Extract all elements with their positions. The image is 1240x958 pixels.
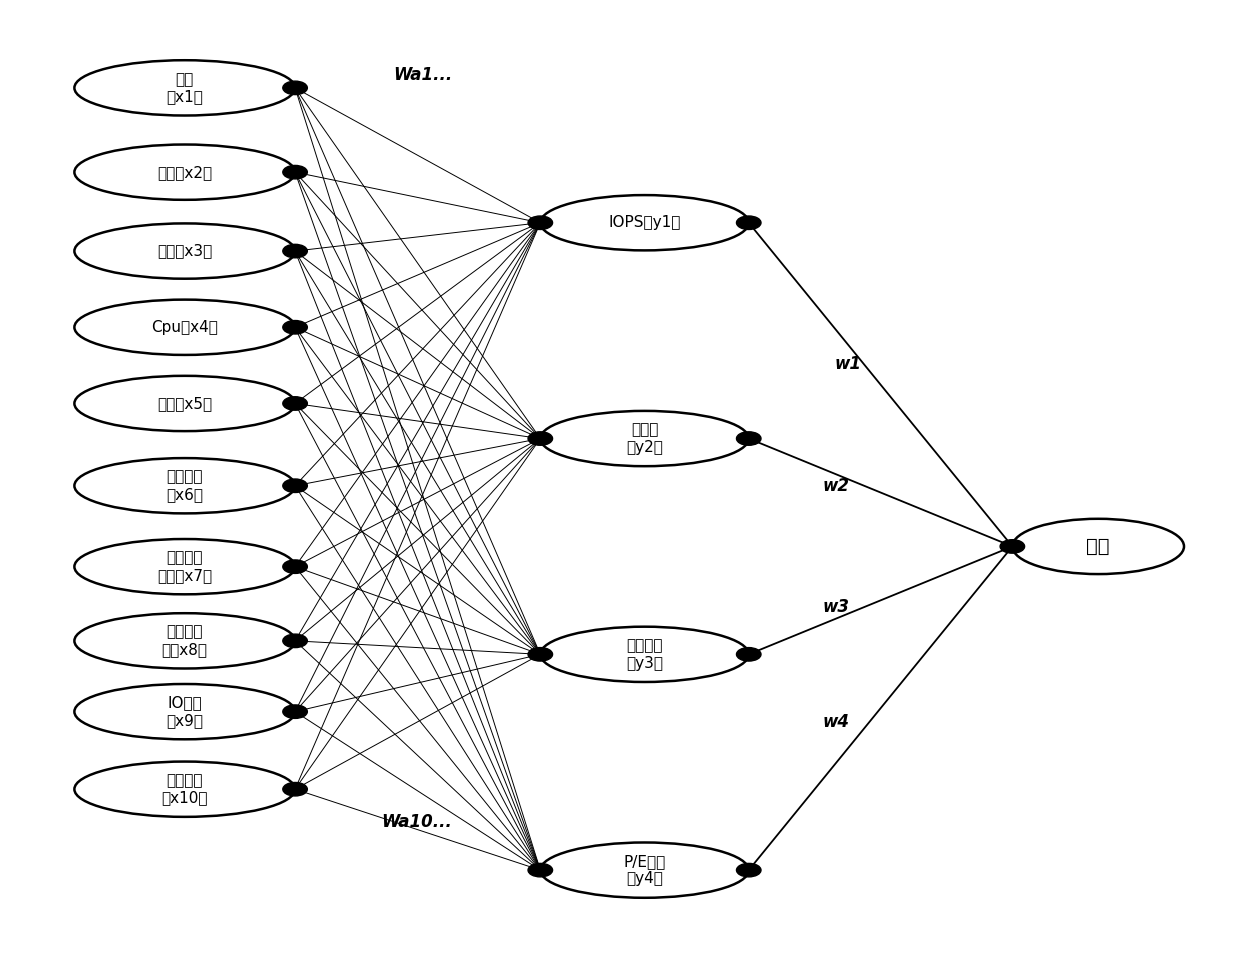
Ellipse shape bbox=[74, 539, 295, 594]
Text: 写入放大
（x10）: 写入放大 （x10） bbox=[161, 773, 208, 806]
Circle shape bbox=[1001, 539, 1024, 553]
Circle shape bbox=[283, 397, 308, 410]
Text: IOPS（y1）: IOPS（y1） bbox=[609, 216, 681, 230]
Ellipse shape bbox=[74, 684, 295, 740]
Circle shape bbox=[737, 216, 761, 230]
Ellipse shape bbox=[541, 842, 749, 898]
Circle shape bbox=[737, 863, 761, 877]
Circle shape bbox=[528, 432, 553, 445]
Ellipse shape bbox=[74, 376, 295, 431]
Circle shape bbox=[283, 783, 308, 796]
Text: 通电时长
（x6）: 通电时长 （x6） bbox=[166, 469, 203, 502]
Ellipse shape bbox=[74, 613, 295, 669]
Circle shape bbox=[737, 648, 761, 661]
Text: w2: w2 bbox=[822, 477, 849, 494]
Ellipse shape bbox=[74, 145, 295, 200]
Circle shape bbox=[528, 648, 553, 661]
Ellipse shape bbox=[541, 195, 749, 250]
Ellipse shape bbox=[74, 458, 295, 513]
Ellipse shape bbox=[74, 762, 295, 817]
Circle shape bbox=[283, 244, 308, 258]
Text: w3: w3 bbox=[822, 598, 849, 616]
Text: 网络（x5）: 网络（x5） bbox=[157, 396, 212, 411]
Circle shape bbox=[283, 166, 308, 179]
Ellipse shape bbox=[74, 223, 295, 279]
Circle shape bbox=[283, 559, 308, 574]
Text: Wa1...: Wa1... bbox=[393, 66, 453, 84]
Circle shape bbox=[283, 81, 308, 95]
Circle shape bbox=[283, 705, 308, 718]
Ellipse shape bbox=[541, 411, 749, 467]
Ellipse shape bbox=[1012, 519, 1184, 574]
Circle shape bbox=[283, 321, 308, 334]
Text: w1: w1 bbox=[835, 355, 862, 374]
Text: 湿度（x2）: 湿度（x2） bbox=[157, 165, 212, 180]
Circle shape bbox=[283, 479, 308, 492]
Circle shape bbox=[283, 634, 308, 648]
Text: w4: w4 bbox=[822, 713, 849, 731]
Circle shape bbox=[528, 216, 553, 230]
Text: 当前写入
里（x8）: 当前写入 里（x8） bbox=[161, 625, 208, 657]
Circle shape bbox=[737, 432, 761, 445]
Text: 坏块数
（y2）: 坏块数 （y2） bbox=[626, 422, 663, 455]
Text: 读写速度
（y3）: 读写速度 （y3） bbox=[626, 638, 663, 671]
Text: 寿命: 寿命 bbox=[1086, 536, 1110, 556]
Text: 异常掉电
次数（x7）: 异常掉电 次数（x7） bbox=[157, 551, 212, 582]
Ellipse shape bbox=[74, 300, 295, 354]
Text: 内存（x3）: 内存（x3） bbox=[157, 243, 212, 259]
Text: Wa10...: Wa10... bbox=[381, 812, 451, 831]
Text: 温度
（x1）: 温度 （x1） bbox=[166, 72, 203, 104]
Ellipse shape bbox=[74, 60, 295, 116]
Text: IO大小
（x9）: IO大小 （x9） bbox=[166, 696, 203, 728]
Text: Cpu（x4）: Cpu（x4） bbox=[151, 320, 218, 334]
Circle shape bbox=[528, 863, 553, 877]
Text: P/E次数
（y4）: P/E次数 （y4） bbox=[624, 854, 666, 886]
Ellipse shape bbox=[541, 627, 749, 682]
